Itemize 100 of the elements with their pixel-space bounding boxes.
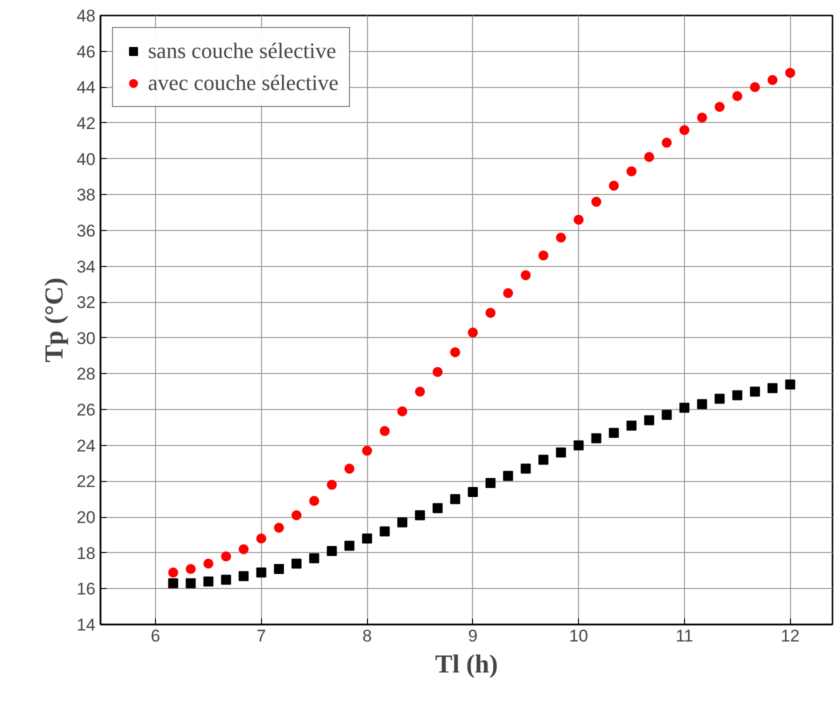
point bbox=[574, 440, 584, 450]
point bbox=[274, 522, 284, 533]
point bbox=[486, 308, 496, 318]
y-tick-label: 38 bbox=[76, 186, 96, 205]
point bbox=[538, 454, 548, 465]
point bbox=[697, 112, 708, 123]
y-tick-label: 36 bbox=[76, 221, 96, 240]
point bbox=[344, 464, 354, 474]
point bbox=[432, 503, 443, 514]
point bbox=[750, 386, 760, 397]
point bbox=[203, 576, 214, 587]
x-tick-label: 10 bbox=[569, 626, 588, 646]
y-tick-label: 24 bbox=[76, 436, 96, 456]
point bbox=[203, 558, 214, 569]
legend-label: avec couche sélective bbox=[148, 70, 339, 96]
point bbox=[221, 551, 232, 562]
point bbox=[432, 366, 443, 377]
point bbox=[785, 68, 796, 78]
point bbox=[644, 152, 654, 162]
point bbox=[450, 494, 460, 504]
point bbox=[626, 166, 637, 176]
point bbox=[238, 571, 249, 582]
point bbox=[344, 540, 354, 551]
point bbox=[768, 383, 778, 394]
point bbox=[168, 568, 178, 578]
point bbox=[362, 446, 372, 456]
point bbox=[520, 270, 531, 280]
point bbox=[292, 558, 302, 569]
y-tick-label: 32 bbox=[76, 293, 96, 312]
point bbox=[732, 390, 742, 400]
y-tick-label: 28 bbox=[76, 364, 96, 384]
point bbox=[168, 578, 178, 588]
point bbox=[414, 386, 425, 397]
y-tick-label: 34 bbox=[76, 257, 96, 276]
legend-label: sans couche sélective bbox=[148, 38, 336, 64]
point bbox=[714, 394, 725, 404]
point bbox=[768, 74, 778, 85]
y-tick-label: 42 bbox=[76, 114, 96, 133]
point bbox=[574, 214, 584, 225]
point bbox=[662, 410, 672, 420]
y-tick-label: 30 bbox=[76, 328, 96, 348]
y-tick-label: 22 bbox=[76, 472, 96, 492]
y-tick-label: 20 bbox=[76, 508, 96, 528]
point bbox=[309, 496, 320, 506]
point bbox=[750, 82, 760, 92]
point bbox=[679, 125, 690, 136]
point bbox=[538, 250, 548, 261]
point bbox=[326, 546, 337, 556]
point bbox=[468, 328, 478, 338]
y-axis-title: Tp (°C) bbox=[40, 278, 69, 362]
y-tick-label: 40 bbox=[76, 150, 96, 169]
point bbox=[785, 379, 796, 390]
point bbox=[256, 568, 266, 578]
point bbox=[626, 420, 637, 431]
point bbox=[380, 526, 390, 536]
point bbox=[556, 232, 566, 243]
point bbox=[486, 478, 496, 488]
x-tick-label: 11 bbox=[676, 626, 694, 646]
point bbox=[326, 480, 337, 490]
point bbox=[644, 415, 654, 426]
point bbox=[556, 448, 566, 458]
point bbox=[362, 534, 372, 544]
x-tick-label: 7 bbox=[256, 626, 266, 646]
x-tick-label: 9 bbox=[468, 626, 478, 646]
y-tick-label: 26 bbox=[76, 400, 96, 420]
point bbox=[608, 180, 619, 191]
point bbox=[591, 433, 602, 444]
y-tick-label: 14 bbox=[76, 616, 96, 634]
point bbox=[309, 553, 320, 564]
point bbox=[503, 470, 514, 481]
y-tick-label: 46 bbox=[76, 42, 96, 62]
point bbox=[186, 564, 196, 574]
point bbox=[380, 426, 390, 436]
point bbox=[608, 428, 619, 438]
point bbox=[238, 544, 249, 554]
point bbox=[221, 574, 232, 585]
x-tick-label: 12 bbox=[780, 626, 800, 646]
x-tick-label: 8 bbox=[362, 626, 372, 646]
point bbox=[697, 399, 708, 410]
point bbox=[732, 91, 742, 102]
x-tick-label: 6 bbox=[150, 626, 160, 646]
point bbox=[274, 564, 284, 574]
point bbox=[468, 486, 478, 497]
point bbox=[414, 510, 425, 520]
point bbox=[679, 402, 690, 413]
x-axis-title: Tl (h) bbox=[435, 650, 498, 678]
point bbox=[292, 510, 302, 520]
y-tick-label: 18 bbox=[76, 544, 96, 563]
point bbox=[591, 196, 602, 207]
point bbox=[503, 288, 514, 298]
point bbox=[397, 406, 408, 416]
point bbox=[520, 464, 531, 474]
y-tick-label: 16 bbox=[76, 580, 96, 599]
point bbox=[186, 578, 196, 588]
y-tick-label: 44 bbox=[76, 78, 96, 98]
point bbox=[397, 517, 408, 528]
y-tick-label: 48 bbox=[76, 6, 96, 26]
point bbox=[714, 102, 725, 112]
point bbox=[450, 347, 460, 358]
point bbox=[662, 138, 672, 148]
